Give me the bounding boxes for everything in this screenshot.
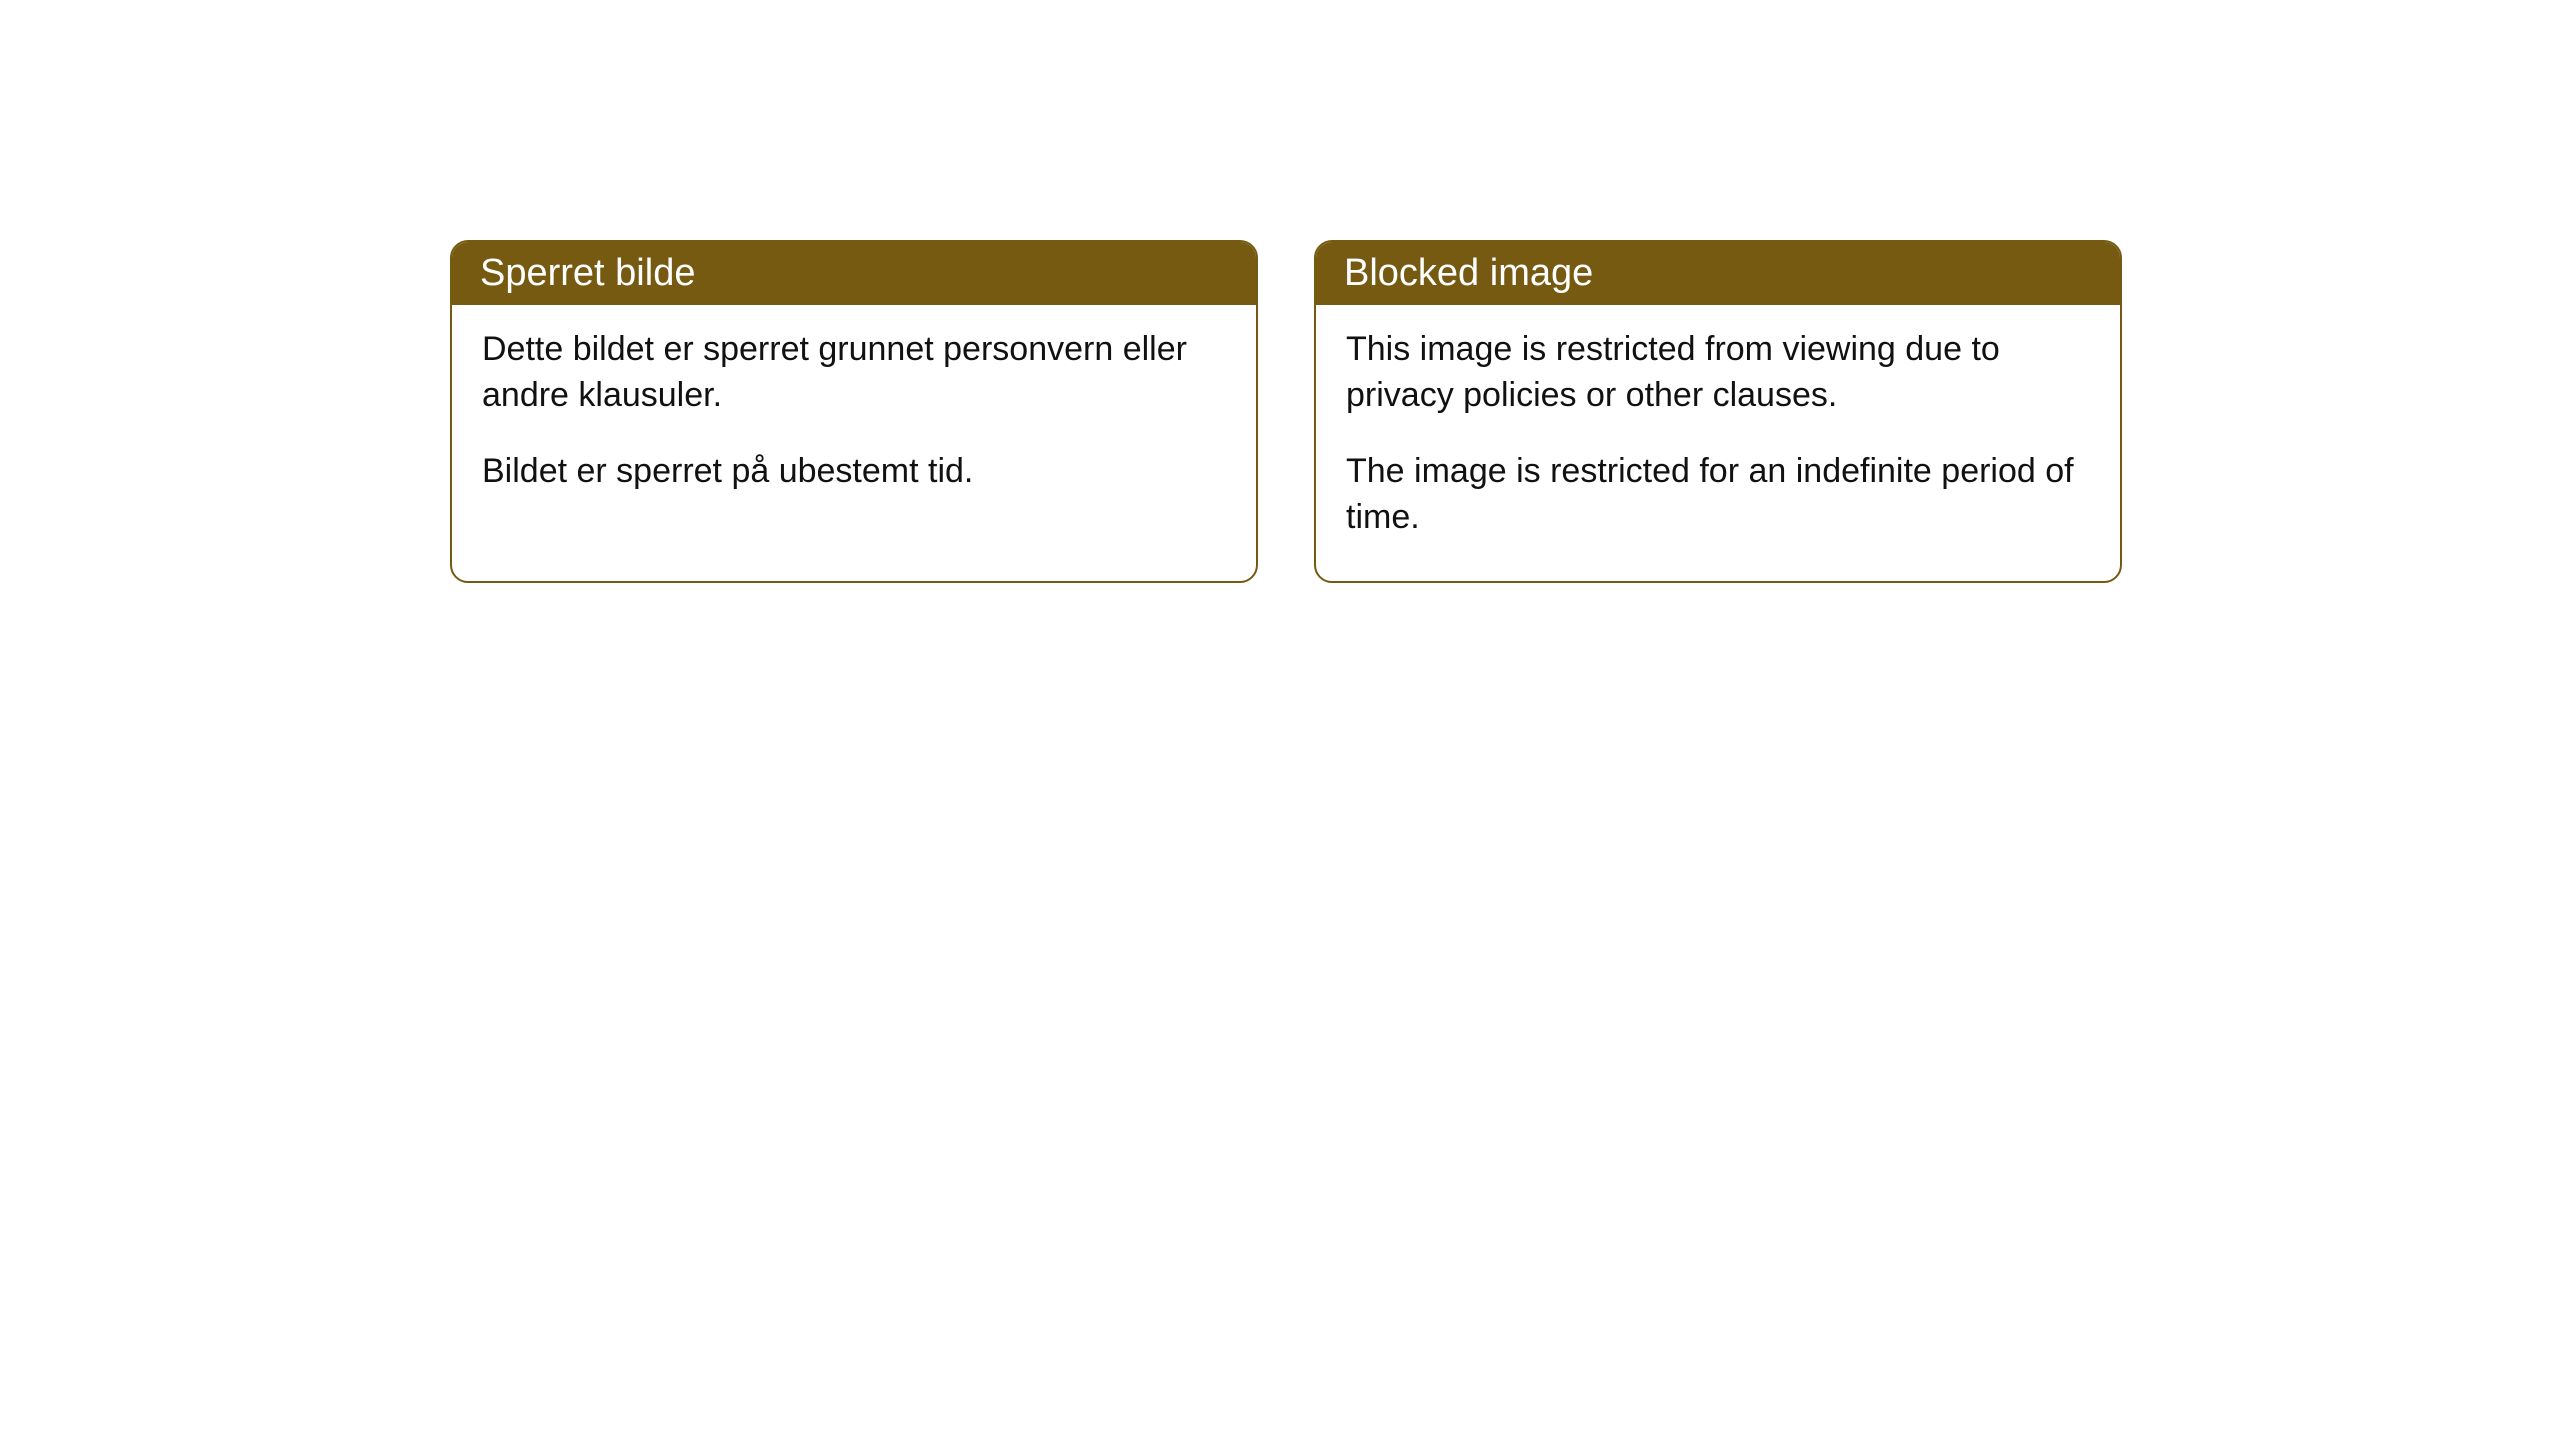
card-body: Dette bildet er sperret grunnet personve… bbox=[452, 305, 1256, 535]
card-body: This image is restricted from viewing du… bbox=[1316, 305, 2120, 581]
blocked-image-card-english: Blocked image This image is restricted f… bbox=[1314, 240, 2122, 583]
notice-cards-container: Sperret bilde Dette bildet er sperret gr… bbox=[450, 240, 2560, 583]
card-title: Sperret bilde bbox=[452, 242, 1256, 305]
card-paragraph: Dette bildet er sperret grunnet personve… bbox=[482, 327, 1226, 419]
blocked-image-card-norwegian: Sperret bilde Dette bildet er sperret gr… bbox=[450, 240, 1258, 583]
card-title: Blocked image bbox=[1316, 242, 2120, 305]
card-paragraph: This image is restricted from viewing du… bbox=[1346, 327, 2090, 419]
card-paragraph: Bildet er sperret på ubestemt tid. bbox=[482, 449, 1226, 495]
card-paragraph: The image is restricted for an indefinit… bbox=[1346, 449, 2090, 541]
